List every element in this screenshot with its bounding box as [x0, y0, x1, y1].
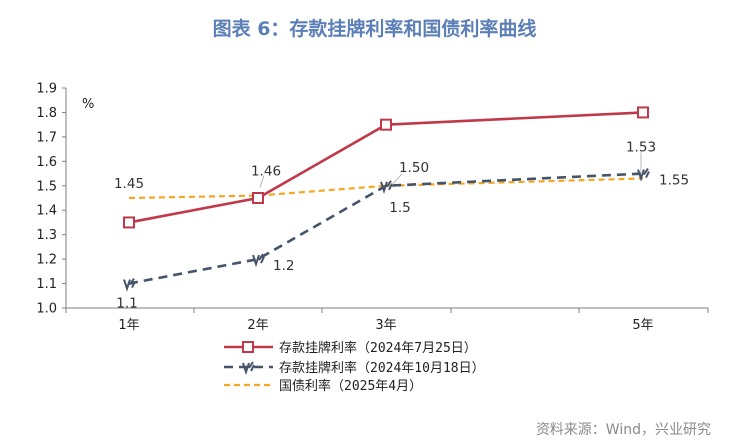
- y-unit-label: %: [82, 97, 94, 112]
- y-tick-label: 1.0: [36, 302, 57, 317]
- y-ticks: 1.0 1.1 1.2 1.3 1.4 1.5 1.6 1.7 1.8 1.9%: [36, 82, 94, 317]
- legend-label: 存款挂牌利率（2024年10月18日）: [279, 360, 485, 376]
- legend-label: 存款挂牌利率（2024年7月25日）: [279, 340, 477, 356]
- x-ticks: 1年 2年 3年 5年: [65, 308, 709, 333]
- label-leader: [391, 173, 403, 186]
- y-tick-label: 1.6: [36, 155, 57, 170]
- data-point: [380, 118, 392, 131]
- data-point: [252, 192, 264, 204]
- y-tick-label: 1.9: [36, 82, 57, 97]
- data-label: 1.1: [116, 296, 137, 312]
- data-label: 1.45: [114, 176, 144, 192]
- label-leaders: [259, 152, 642, 188]
- series-line: [128, 177, 644, 200]
- series-lines: [123, 106, 650, 292]
- y-tick-label: 1.3: [36, 228, 57, 243]
- source-note: 资料来源：Wind，兴业研究: [535, 422, 711, 438]
- data-label: 1.55: [659, 173, 689, 189]
- data-label: 1.2: [273, 258, 294, 274]
- data-label: 1.53: [626, 139, 656, 155]
- series-line: [128, 111, 644, 224]
- y-tick-label: 1.4: [36, 204, 57, 219]
- x-tick-label: 5年: [632, 318, 653, 333]
- x-tick-label: 2年: [247, 318, 268, 333]
- data-label: 1.50: [399, 160, 429, 176]
- label-leader: [259, 175, 265, 188]
- data-label: 1.5: [389, 200, 410, 216]
- y-tick-label: 1.1: [36, 277, 57, 292]
- y-tick-label: 1.2: [36, 253, 57, 268]
- legend: 存款挂牌利率（2024年7月25日） 存款挂牌利率（2024年10月18日） 国债利…: [224, 340, 485, 394]
- data-point: [242, 341, 254, 353]
- x-tick-label: 1年: [118, 318, 139, 333]
- series-line: [128, 172, 644, 285]
- data-point: [637, 168, 650, 182]
- data-point: [252, 253, 265, 268]
- data-point: [380, 180, 393, 194]
- chart-title: 图表 6：存款挂牌利率和国债利率曲线: [212, 18, 537, 40]
- y-tick-label: 1.5: [36, 179, 57, 194]
- data-label: 1.46: [251, 164, 281, 180]
- legend-label: 国债利率（2025年4月）: [279, 378, 422, 394]
- data-point: [123, 278, 136, 292]
- x-tick-label: 3年: [375, 318, 396, 333]
- y-tick-label: 1.8: [36, 106, 57, 121]
- y-tick-label: 1.7: [36, 130, 57, 145]
- data-point: [637, 106, 649, 119]
- data-point: [123, 216, 135, 229]
- data-labels: 1.1 1.2 1.5 1.55 1.45 1.46 1.50 1.53: [114, 139, 689, 311]
- axes: [65, 88, 708, 309]
- data-point: [242, 361, 255, 376]
